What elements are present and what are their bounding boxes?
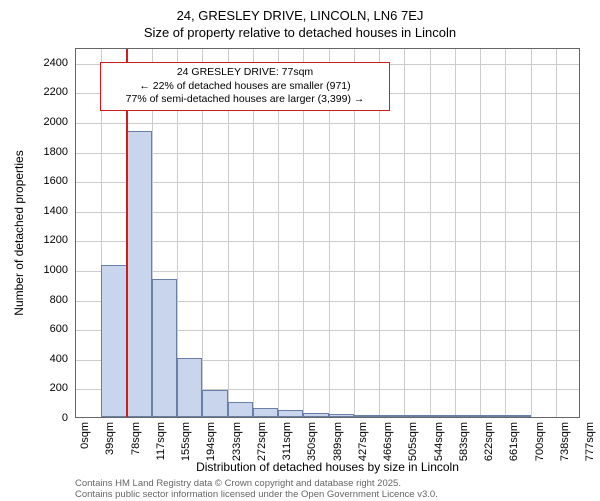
ytick-label: 200 [13,382,68,394]
xtick-label: 117sqm [155,422,167,460]
annotation-box: 24 GRESLEY DRIVE: 77sqm← 22% of detached… [100,62,390,111]
ytick-label: 400 [13,353,68,365]
histogram-bar [329,414,354,417]
footer-credits: Contains HM Land Registry data © Crown c… [75,478,438,501]
xtick-label: 0sqm [79,422,91,449]
histogram-bar [127,131,152,417]
xtick-label: 389sqm [332,422,344,461]
footer-line2: Contains public sector information licen… [75,489,438,500]
gridline-v [531,49,532,417]
xtick-label: 427sqm [357,422,369,461]
annotation-line: 24 GRESLEY DRIVE: 77sqm [107,66,383,80]
xtick-label: 661sqm [508,422,520,461]
xtick-label: 700sqm [534,422,546,461]
histogram-bar [202,390,227,417]
histogram-bar [278,410,303,417]
gridline-v [505,49,506,417]
gridline-v [430,49,431,417]
histogram-bar [354,415,379,417]
gridline-v [455,49,456,417]
ytick-label: 1400 [13,205,68,217]
ytick-label: 1000 [13,264,68,276]
histogram-bar [480,415,505,417]
histogram-bar [177,358,202,417]
chart-title: 24, GRESLEY DRIVE, LINCOLN, LN6 7EJ Size… [0,8,600,40]
ytick-label: 2400 [13,57,68,69]
histogram-bar [430,415,455,417]
ytick-label: 2200 [13,86,68,98]
xtick-label: 350sqm [306,422,318,461]
x-axis-label: Distribution of detached houses by size … [75,460,580,474]
xtick-label: 233sqm [231,422,243,461]
xtick-label: 311sqm [281,422,293,460]
ytick-label: 2000 [13,116,68,128]
ytick-label: 600 [13,323,68,335]
title-line1: 24, GRESLEY DRIVE, LINCOLN, LN6 7EJ [0,8,600,23]
xtick-label: 39sqm [104,422,116,455]
xtick-label: 738sqm [559,422,571,461]
ytick-label: 800 [13,294,68,306]
xtick-label: 78sqm [130,422,142,455]
xtick-label: 622sqm [483,422,495,461]
histogram-bar [152,279,177,417]
histogram-bar [101,265,126,417]
title-line2: Size of property relative to detached ho… [0,25,600,40]
footer-line1: Contains HM Land Registry data © Crown c… [75,478,438,489]
ytick-label: 1800 [13,146,68,158]
ytick-label: 1600 [13,175,68,187]
histogram-bar [404,415,429,417]
histogram-bar [228,402,253,417]
xtick-label: 466sqm [382,422,394,461]
gridline-v [480,49,481,417]
gridline-v [404,49,405,417]
histogram-bar [379,415,404,417]
annotation-line: 77% of semi-detached houses are larger (… [107,93,383,107]
xtick-label: 272sqm [256,422,268,461]
gridline-v [556,49,557,417]
ytick-label: 0 [13,412,68,424]
xtick-label: 544sqm [433,422,445,461]
annotation-line: ← 22% of detached houses are smaller (97… [107,80,383,94]
histogram-bar [253,408,278,417]
xtick-label: 505sqm [407,422,419,461]
xtick-label: 777sqm [584,422,596,461]
ytick-label: 1200 [13,234,68,246]
histogram-bar [455,415,480,417]
xtick-label: 583sqm [458,422,470,461]
xtick-label: 194sqm [205,422,217,461]
xtick-label: 155sqm [180,422,192,461]
histogram-bar [303,413,328,417]
histogram-bar [505,415,530,417]
